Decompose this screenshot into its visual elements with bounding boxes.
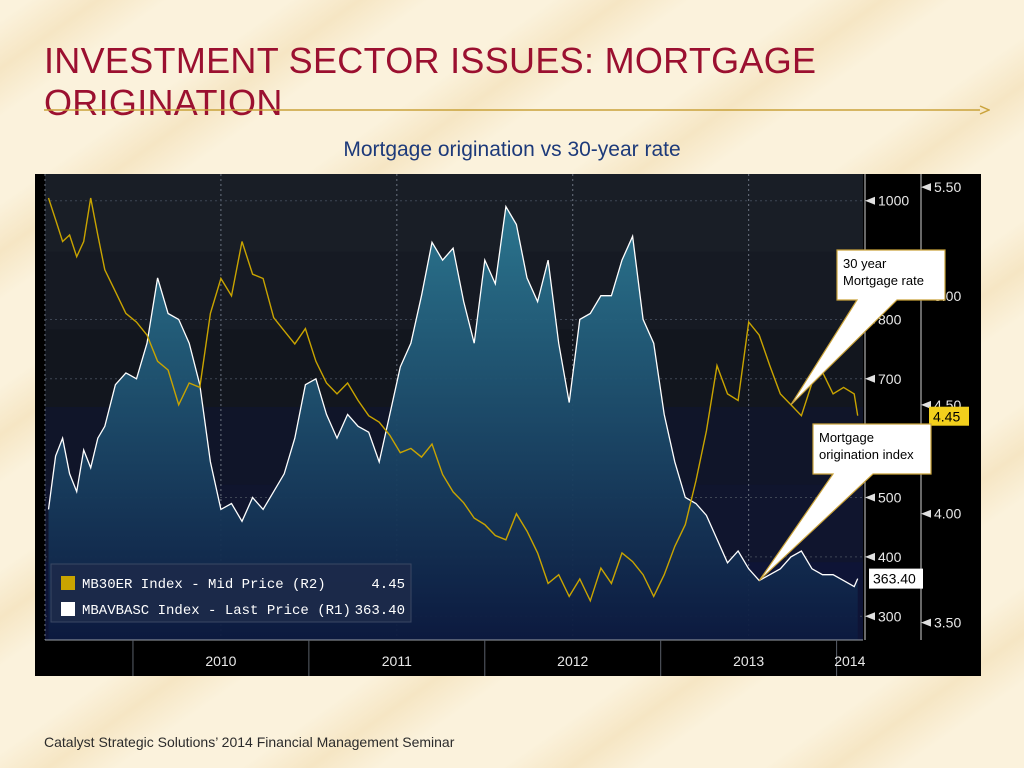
x-tick-label: 2014 bbox=[834, 653, 865, 669]
r2-tick-label: 5.50 bbox=[934, 179, 961, 195]
r2-tick-label: 3.50 bbox=[934, 615, 961, 631]
r2-tick-marker bbox=[921, 618, 931, 627]
index-last-badge bbox=[869, 568, 923, 589]
callout-text: Mortgage bbox=[819, 430, 874, 445]
mortgage-chart: 10008007005004003005.505.004.504.003.504… bbox=[35, 174, 981, 676]
slide-footer: Catalyst Strategic Solutions’ 2014 Finan… bbox=[44, 734, 455, 750]
x-tick-label: 2013 bbox=[733, 653, 764, 669]
legend-series-name: MBAVBASC Index - Last Price (R1) bbox=[82, 603, 351, 619]
callout: 30 year Mortgage rate bbox=[790, 249, 946, 406]
origination-index-area bbox=[48, 206, 858, 640]
r1-tick-marker bbox=[865, 552, 875, 561]
callout-text: origination index bbox=[819, 447, 914, 462]
r2-tick-marker bbox=[921, 400, 931, 409]
callout-box bbox=[790, 249, 946, 406]
title-rule-arrow bbox=[44, 105, 990, 115]
x-tick-label: 2011 bbox=[382, 653, 412, 669]
callout-text: 30 year bbox=[843, 256, 887, 271]
chart-panel: 1000 800 700 500 400 300 5.50 5.00 4.50 4.00 3.50 4… bbox=[35, 174, 981, 676]
legend-series-name: MB30ER Index - Mid Price (R2) bbox=[82, 577, 326, 593]
index-last-value: 363.40 bbox=[873, 571, 916, 587]
slide-title: INVESTMENT SECTOR ISSUES: MORTGAGE ORIGI… bbox=[44, 40, 817, 123]
chart-legend: MB30ER Index - Mid Price (R2) 4.45 MBAVBAS… bbox=[50, 563, 412, 623]
r1-tick-marker bbox=[865, 196, 875, 205]
callout-text: Mortgage rate bbox=[843, 273, 924, 288]
plot-band bbox=[45, 174, 863, 253]
origination-index-line bbox=[47, 204, 859, 588]
r1-tick-marker bbox=[865, 612, 875, 621]
legend-swatch bbox=[61, 576, 75, 590]
callout-box bbox=[758, 423, 932, 582]
mortgage-rate-line bbox=[47, 197, 859, 603]
r1-tick-label: 800 bbox=[878, 311, 902, 327]
r2-tick-marker bbox=[921, 183, 931, 192]
r1-tick-label: 300 bbox=[878, 608, 902, 624]
rate-last-value: 4.45 bbox=[933, 409, 960, 425]
x-tick-label: 2012 bbox=[557, 653, 588, 669]
r1-tick-label: 1000 bbox=[878, 193, 909, 209]
r2-tick-label: 4.00 bbox=[934, 506, 961, 522]
callout: Mortgage origination index bbox=[758, 423, 932, 582]
r1-tick-label: 700 bbox=[878, 371, 902, 387]
r1-tick-label: 400 bbox=[878, 549, 902, 565]
x-axis-strip bbox=[35, 640, 981, 676]
legend-series-value: 4.45 bbox=[371, 577, 405, 593]
r1-tick-marker bbox=[865, 374, 875, 383]
legend-swatch bbox=[61, 602, 75, 616]
legend-series-value: 363.40 bbox=[355, 603, 405, 619]
r1-tick-label: 500 bbox=[878, 490, 902, 506]
x-tick-label: 2010 bbox=[205, 653, 236, 669]
r1-tick-marker bbox=[865, 493, 875, 502]
rate-last-badge bbox=[929, 406, 969, 426]
chart-subtitle: Mortgage origination vs 30-year rate bbox=[343, 138, 681, 161]
r2-tick-marker bbox=[921, 509, 931, 518]
